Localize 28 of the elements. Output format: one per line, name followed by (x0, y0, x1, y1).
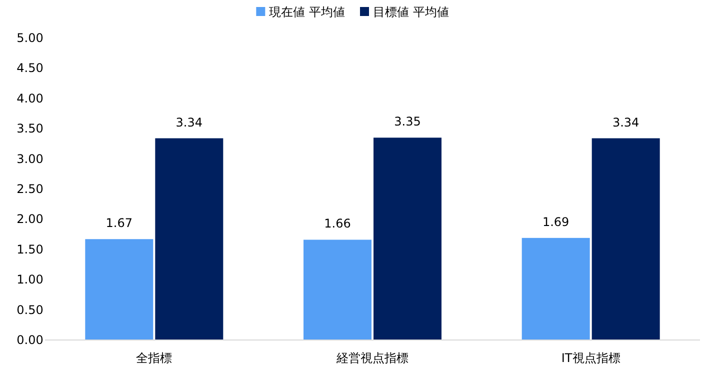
y-tick-label: 2.00 (16, 212, 44, 226)
legend-label: 現在値 平均値 (269, 5, 345, 19)
data-label: 3.35 (394, 114, 421, 129)
y-tick-label: 4.00 (16, 91, 44, 106)
x-tick-label: 経営視点指標 (336, 351, 408, 365)
y-tick-label: 4.50 (16, 61, 44, 76)
data-label: 1.69 (542, 214, 570, 229)
bar (522, 238, 590, 340)
x-tick-label: 全指標 (136, 351, 172, 365)
bar (592, 138, 660, 340)
bar (155, 138, 224, 340)
y-tick-label: 3.50 (16, 122, 44, 136)
data-label: 1.66 (324, 216, 351, 231)
y-tick-label: 0.00 (16, 333, 44, 347)
y-tick-label: 5.00 (16, 31, 44, 45)
bar (304, 240, 372, 340)
y-tick-label: 2.50 (16, 182, 44, 196)
data-label: 1.67 (106, 216, 133, 230)
data-label: 3.34 (612, 115, 640, 130)
y-tick-label: 1.00 (16, 272, 44, 287)
bar (374, 138, 442, 340)
y-tick-label: 0.50 (16, 302, 44, 317)
bar (85, 239, 154, 340)
data-label: 3.34 (176, 115, 203, 130)
legend-label: 目標値 平均値 (373, 5, 449, 19)
y-tick-label: 1.50 (16, 242, 44, 256)
x-tick-label: IT視点指標 (561, 351, 620, 365)
y-tick-label: 3.00 (16, 152, 44, 166)
